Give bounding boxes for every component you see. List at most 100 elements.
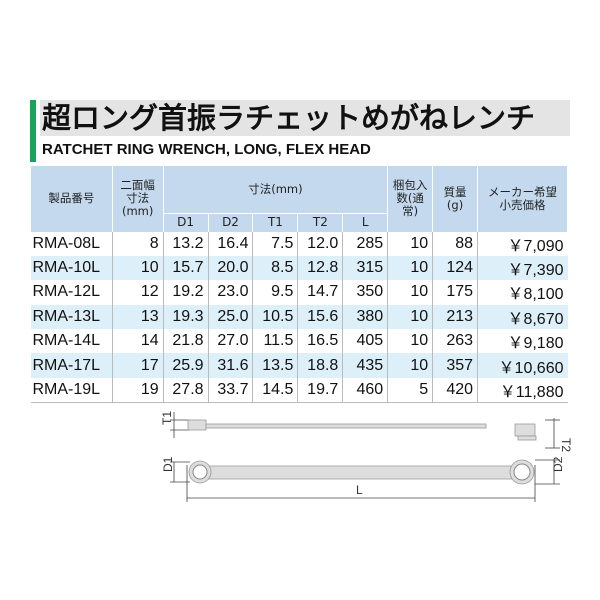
table-cell: 12 xyxy=(111,280,164,305)
table-cell: 17 xyxy=(111,353,164,378)
table-cell: ￥8,670 xyxy=(477,304,568,330)
table-cell: 19.7 xyxy=(297,377,343,404)
table-cell: RMA-08L xyxy=(32,234,101,252)
table-cell: ￥10,660 xyxy=(477,353,568,378)
table-cell: 25.9 xyxy=(162,353,209,378)
table-cell: ￥9,180 xyxy=(477,329,568,354)
table-cell: 12.0 xyxy=(297,231,343,256)
table-cell: 16.4 xyxy=(207,231,253,256)
table-cell: 15.6 xyxy=(297,304,343,330)
table-cell: 420 xyxy=(432,377,478,404)
table-cell: 10 xyxy=(387,304,433,330)
header-price-text: メーカー希望小売価格 xyxy=(488,184,557,212)
table-cell: 13.5 xyxy=(252,353,298,378)
table-cell: 20.0 xyxy=(207,255,253,281)
table-cell: RMA-14L xyxy=(32,332,101,350)
table-cell: 350 xyxy=(342,280,388,305)
table-cell: 10 xyxy=(387,329,433,354)
table-cell: 213 xyxy=(432,304,478,330)
table-cell: 19.3 xyxy=(162,304,209,330)
table-cell: 10 xyxy=(387,353,433,378)
table-cell: 15.7 xyxy=(162,255,209,281)
table-cell: 18.8 xyxy=(297,353,343,378)
header-width: 二面幅寸法(mm) xyxy=(111,166,164,232)
header-model: 製品番号 xyxy=(30,166,113,232)
header-price: メーカー希望小売価格 xyxy=(477,166,568,232)
header-pack-text: 梱包入数(通常) xyxy=(392,178,428,219)
table-cell: 25.0 xyxy=(207,304,253,330)
spec-table: 製品番号 二面幅寸法(mm) 寸法(mm) 梱包入数(通常) 質量(g) メーカ… xyxy=(30,166,568,404)
table-cell: 11.5 xyxy=(252,329,298,354)
header-d2: D2 xyxy=(207,212,254,232)
table-cell: 33.7 xyxy=(207,377,253,404)
label-t2: T2 xyxy=(559,438,573,452)
table-cell: ￥7,390 xyxy=(477,255,568,281)
header-pack: 梱包入数(通常) xyxy=(387,166,434,232)
table-cell: RMA-10L xyxy=(30,255,113,281)
table-row: RMA-13L 13 19.3 25.0 10.5 15.6 380 10 213 ￥8,670 xyxy=(30,304,568,330)
table-cell: 405 xyxy=(342,329,388,354)
header-mass: 質量(g) xyxy=(432,166,479,232)
header-d1: D1 xyxy=(162,212,209,232)
table-cell: 21.8 xyxy=(162,329,209,354)
table-cell: ￥7,090 xyxy=(477,231,568,256)
header-t1: T1 xyxy=(252,212,299,232)
label-l: L xyxy=(356,483,363,497)
page-title: 超ロング首振ラチェットめがねレンチ xyxy=(42,101,536,135)
table-cell: 460 xyxy=(342,377,388,404)
accent-bar xyxy=(30,100,36,162)
table-cell: 285 xyxy=(342,231,388,256)
header-width-text: 二面幅寸法(mm) xyxy=(120,178,155,219)
label-d2: D2 xyxy=(551,456,565,472)
table-cell: 13.2 xyxy=(162,231,209,256)
header-mass-text: 質量(g) xyxy=(443,184,467,212)
table-row: RMA-10L 10 15.7 20.0 8.5 12.8 315 10 124 ￥7,390 xyxy=(30,255,568,281)
table-cell: 263 xyxy=(432,329,478,354)
table-cell: RMA-17L xyxy=(30,353,113,378)
table-cell: 10 xyxy=(111,255,164,281)
table-cell: 8.5 xyxy=(252,255,298,281)
table-row: RMA-17L 17 25.9 31.6 13.5 18.8 435 10 357 ￥10,660 xyxy=(30,353,568,378)
table-cell: 27.8 xyxy=(162,377,209,404)
label-d1: D1 xyxy=(161,456,175,472)
table-cell: 357 xyxy=(432,353,478,378)
table-cell: 175 xyxy=(432,280,478,305)
table-cell: 315 xyxy=(342,255,388,281)
table-cell: 88 xyxy=(432,231,478,256)
table-cell: 10 xyxy=(387,231,433,256)
table-cell: 14 xyxy=(111,329,164,354)
table-cell: 19 xyxy=(111,377,164,404)
table-cell: 435 xyxy=(342,353,388,378)
header-dims: 寸法(mm) xyxy=(162,166,389,213)
table-cell: 10 xyxy=(387,255,433,281)
table-cell: 124 xyxy=(432,255,478,281)
table-cell: 5 xyxy=(387,377,433,404)
table-cell: ￥11,880 xyxy=(477,377,568,404)
table-row: RMA-14L 14 21.8 27.0 11.5 16.5 405 10 263 ￥9,180 xyxy=(31,329,568,354)
header-t2: T2 xyxy=(297,212,344,232)
table-cell: RMA-19L xyxy=(30,377,113,404)
table-cell: 7.5 xyxy=(252,231,298,256)
table-row: RMA-19L 19 27.8 33.7 14.5 19.7 460 5 420 ￥11,880 xyxy=(30,377,568,404)
table-cell: 19.2 xyxy=(162,280,209,305)
table-row: RMA-08L 8 13.2 16.4 7.5 12.0 285 10 88 ￥7,090 xyxy=(31,231,568,256)
table-cell: 14.5 xyxy=(252,377,298,404)
table-cell: RMA-13L xyxy=(30,304,113,330)
page-subtitle: RATCHET RING WRENCH, LONG, FLEX HEAD xyxy=(42,141,371,158)
wrench-diagram: T1 T2 D1 D2 L xyxy=(160,411,573,502)
table-cell: 380 xyxy=(342,304,388,330)
table-cell: 8 xyxy=(111,231,164,256)
table-cell: 13 xyxy=(111,304,164,330)
table-cell: ￥8,100 xyxy=(477,280,568,305)
table-cell: 10 xyxy=(387,280,433,305)
table-cell: 16.5 xyxy=(297,329,343,354)
table-cell: 31.6 xyxy=(207,353,253,378)
table-cell: 9.5 xyxy=(252,280,298,305)
table-row: RMA-12L 12 19.2 23.0 9.5 14.7 350 10 175 ￥8,100 xyxy=(31,280,568,305)
table-cell: 10.5 xyxy=(252,304,298,330)
header-l: L xyxy=(342,212,389,232)
table-cell: 27.0 xyxy=(207,329,253,354)
table-cell: 23.0 xyxy=(207,280,253,305)
table-cell: RMA-12L xyxy=(32,283,101,301)
table-cell: 14.7 xyxy=(297,280,343,305)
